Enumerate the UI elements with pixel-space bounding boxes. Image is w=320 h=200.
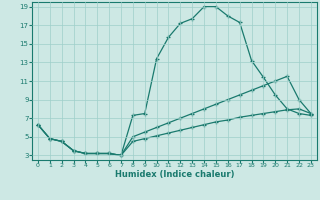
X-axis label: Humidex (Indice chaleur): Humidex (Indice chaleur): [115, 170, 234, 179]
